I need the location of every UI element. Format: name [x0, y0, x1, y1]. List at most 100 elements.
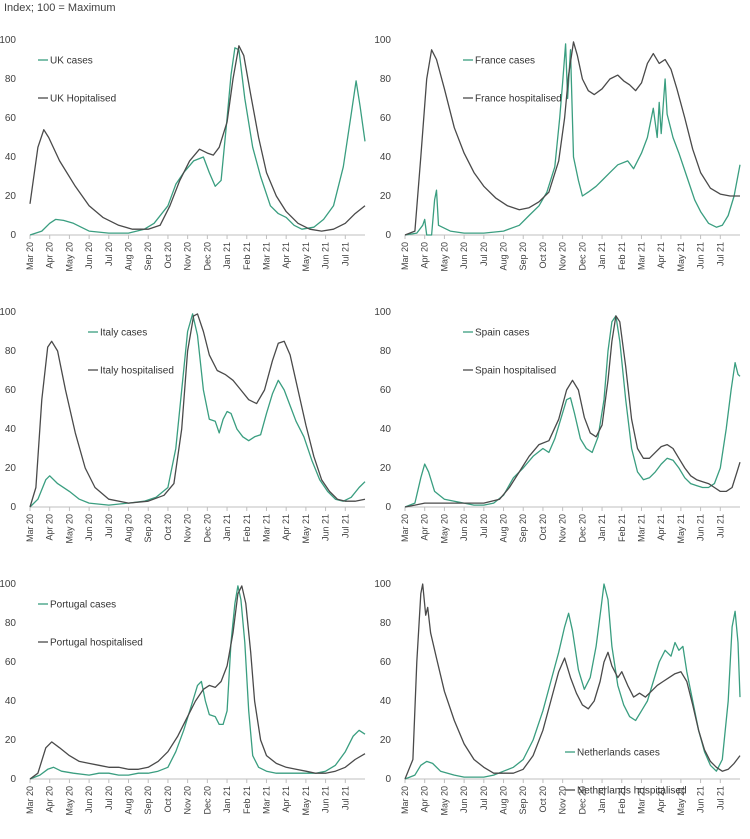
y-tick-label: 60	[380, 385, 392, 396]
x-tick-label: Jun 21	[696, 242, 706, 269]
x-tick-label: Jun 21	[321, 514, 331, 541]
y-tick-label: 100	[0, 307, 16, 318]
y-tick-label: 20	[380, 463, 392, 474]
x-tick-label: May 20	[64, 786, 74, 816]
legend-label: Portugal cases	[50, 600, 116, 611]
y-tick-label: 20	[380, 191, 392, 202]
x-tick-label: Dec 20	[577, 514, 587, 543]
x-tick-label: Jul 20	[104, 786, 114, 810]
x-tick-label: Mar 21	[261, 514, 271, 542]
x-tick-label: Feb 21	[242, 242, 252, 270]
x-tick-label: Aug 20	[124, 786, 134, 815]
legend-label: UK Hopitalised	[50, 94, 116, 105]
x-tick-label: Apr 20	[420, 514, 430, 541]
x-tick-label: Apr 21	[656, 786, 666, 813]
y-tick-label: 100	[375, 579, 391, 590]
y-tick-label: 20	[380, 735, 392, 746]
x-tick-label: Mar 21	[636, 786, 646, 814]
x-tick-label: Jul 21	[715, 786, 725, 810]
x-tick-label: Apr 20	[45, 242, 55, 269]
x-tick-label: Dec 20	[577, 242, 587, 271]
x-tick-label: Jun 21	[321, 242, 331, 269]
x-tick-label: Nov 20	[558, 514, 568, 543]
netherlands-chart-svg: 0 20 40 60 80 100 Mar 20 Apr 20 May 20 Jun 20 Jul …	[375, 579, 741, 816]
x-tick-label: Jul 20	[479, 514, 489, 538]
chart-header: Index; 100 = Maximum	[4, 2, 116, 14]
y-tick-label: 40	[380, 424, 392, 435]
x-tick-label: Aug 20	[124, 514, 134, 543]
x-tick-label: Jun 21	[321, 786, 331, 813]
y-tick-label: 80	[380, 618, 392, 629]
france-chart-svg: 0 20 40 60 80 100 Mar 20 Apr 20 May 20 Jun 20 Jul …	[375, 35, 741, 272]
x-tick-label: Apr 20	[420, 786, 430, 813]
portugal-cases-line	[29, 585, 366, 780]
uk-chart-svg: 0 20 40 60 80 100 Mar 20 Apr 20 May 20 Jun 20 Jul …	[0, 35, 366, 272]
x-tick-label: Dec 20	[577, 786, 587, 815]
x-tick-label: Jan 21	[597, 786, 607, 813]
x-tick-label: Mar 21	[636, 514, 646, 542]
x-tick-label: Aug 20	[499, 242, 509, 271]
italy-cases-line	[29, 313, 366, 508]
x-tick-label: May 21	[676, 514, 686, 544]
x-tick-label: May 20	[439, 242, 449, 272]
y-tick-label: 100	[375, 307, 391, 318]
x-tick-label: Mar 20	[25, 786, 35, 814]
y-tick-label: 0	[10, 502, 16, 513]
x-tick-label: Jun 20	[84, 242, 94, 269]
y-tick-label: 40	[5, 696, 17, 707]
x-tick-label: Oct 20	[538, 514, 548, 541]
x-tick-label: Jun 20	[459, 242, 469, 269]
portugal-chart-svg: 0 20 40 60 80 100 Mar 20 Apr 20 May 20 Jun 20 Jul …	[0, 579, 366, 816]
x-tick-label: Oct 20	[538, 242, 548, 269]
x-tick-label: Mar 20	[400, 514, 410, 542]
y-tick-label: 40	[380, 696, 392, 707]
spain-hospitalised-line	[404, 315, 741, 508]
y-tick-label: 100	[0, 35, 16, 46]
y-tick-label: 20	[5, 735, 17, 746]
x-tick-label: May 21	[676, 242, 686, 272]
x-tick-label: Aug 20	[124, 242, 134, 271]
x-tick-label: Jun 20	[84, 786, 94, 813]
x-tick-label: Nov 20	[183, 786, 193, 815]
x-tick-label: Feb 21	[617, 786, 627, 814]
x-tick-label: Jul 20	[104, 514, 114, 538]
x-tick-label: Oct 20	[538, 786, 548, 813]
x-tick-label: Jan 21	[222, 242, 232, 269]
y-tick-label: 80	[5, 346, 17, 357]
uk-hospitalised-line	[29, 45, 366, 232]
france-hospitalised-line	[404, 41, 740, 236]
x-tick-label: Jul 20	[479, 242, 489, 266]
y-tick-label: 20	[5, 463, 17, 474]
x-tick-label: Mar 20	[400, 242, 410, 270]
netherlands-hospitalised-line	[404, 583, 741, 780]
legend-label: Netherlands cases	[577, 748, 660, 759]
x-tick-label: Apr 21	[281, 786, 291, 813]
x-tick-label: Mar 21	[261, 242, 271, 270]
x-tick-label: Jun 20	[459, 786, 469, 813]
x-tick-label: Feb 21	[242, 514, 252, 542]
y-tick-label: 0	[10, 230, 16, 241]
y-tick-label: 60	[380, 657, 392, 668]
x-tick-label: Aug 20	[499, 786, 509, 815]
y-tick-label: 40	[5, 152, 17, 163]
x-tick-label: Jan 21	[597, 514, 607, 541]
x-tick-label: May 20	[64, 242, 74, 272]
italy-chart: 0 20 40 60 80 100 Mar 20 Apr 20 May 20 Jun 20 Jul …	[0, 294, 375, 566]
x-tick-label: Mar 20	[400, 786, 410, 814]
legend-label: France hospitalised	[475, 94, 562, 105]
x-tick-label: Feb 21	[617, 514, 627, 542]
x-tick-label: Oct 20	[163, 514, 173, 541]
x-tick-label: Sep 20	[143, 514, 153, 543]
y-tick-label: 60	[5, 385, 17, 396]
x-tick-label: Apr 21	[281, 514, 291, 541]
y-tick-label: 80	[380, 74, 392, 85]
x-tick-label: Jun 21	[696, 514, 706, 541]
x-tick-label: Oct 20	[163, 786, 173, 813]
y-tick-label: 80	[380, 346, 392, 357]
netherlands-chart: 0 20 40 60 80 100 Mar 20 Apr 20 May 20 Jun 20 Jul …	[375, 566, 750, 838]
x-tick-label: Dec 20	[202, 514, 212, 543]
x-tick-label: Sep 20	[518, 514, 528, 543]
spain-chart-svg: 0 20 40 60 80 100 Mar 20 Apr 20 May 20 Jun 20 Jul …	[375, 307, 741, 544]
y-tick-label: 0	[385, 774, 391, 785]
y-tick-label: 20	[5, 191, 17, 202]
